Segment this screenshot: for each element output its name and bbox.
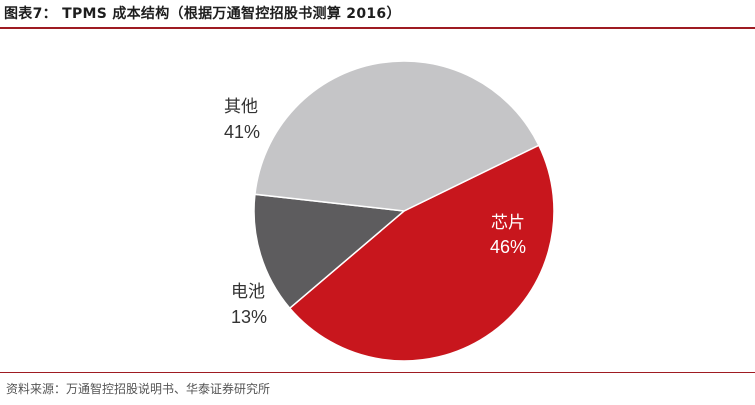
slice-label-3: 其他 xyxy=(224,97,258,117)
slice-label-1: 芯片 xyxy=(491,213,525,233)
source-note: 资料来源：万通智控招股说明书、华泰证券研究所 xyxy=(6,382,271,396)
slice-percent-2: 13% xyxy=(231,307,267,327)
pie-chart: 芯片 46% 电池 13% 其他 41% xyxy=(224,60,555,362)
pie-slice-3 xyxy=(254,60,540,212)
title-divider xyxy=(0,27,755,29)
slice-percent-3: 41% xyxy=(224,122,260,142)
pie-slices xyxy=(253,60,555,362)
figure-title: 图表7： TPMS 成本结构（根据万通智控招股书测算 2016） xyxy=(4,6,401,22)
slice-label-2: 电池 xyxy=(231,282,265,302)
pie-slice-2 xyxy=(253,193,406,310)
pie-labels: 芯片 46% 电池 13% 其他 41% xyxy=(224,97,526,327)
slice-percent-1: 46% xyxy=(490,237,526,257)
source-divider xyxy=(0,372,755,373)
pie-slice-1 xyxy=(288,144,555,362)
